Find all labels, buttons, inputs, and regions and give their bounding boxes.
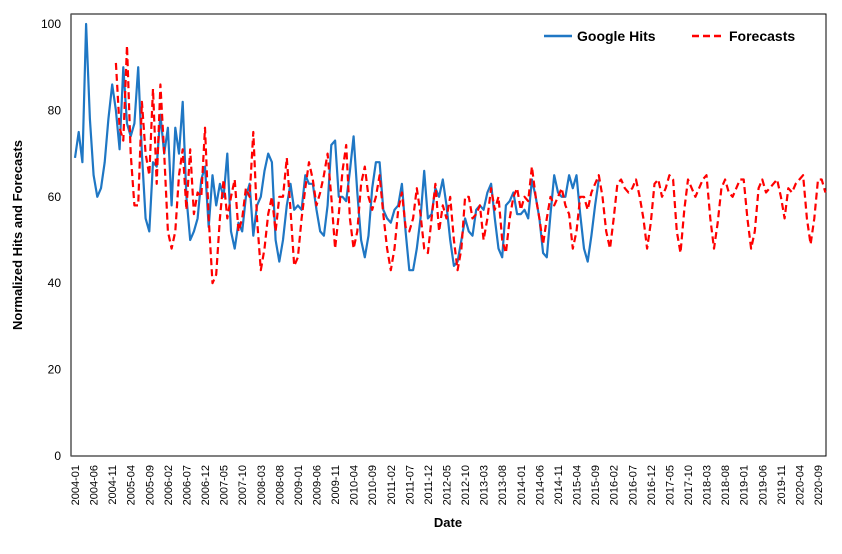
x-tick-label: 2008-08 — [274, 465, 286, 505]
y-axis-label: Normalized Hits and Forecasts — [10, 140, 25, 330]
x-tick-label: 2009-11 — [330, 465, 342, 505]
x-tick-label: 2010-09 — [367, 465, 379, 505]
x-tick-label: 2014-01 — [516, 465, 528, 505]
x-tick-label: 2012-10 — [460, 465, 472, 505]
x-tick-label: 2006-07 — [181, 465, 193, 505]
x-tick-label: 2007-05 — [219, 465, 231, 505]
x-tick-label: 2016-07 — [627, 465, 639, 505]
y-tick-label: 0 — [54, 449, 61, 463]
x-tick-label: 2013-03 — [479, 465, 491, 505]
x-tick-label: 2017-05 — [664, 465, 676, 505]
y-tick-label: 100 — [41, 17, 61, 31]
y-tick-label: 80 — [48, 103, 62, 117]
x-tick-label: 2006-02 — [163, 465, 175, 505]
y-tick-label: 60 — [48, 190, 62, 204]
x-tick-label: 2007-10 — [237, 465, 249, 505]
x-tick-label: 2020-04 — [794, 465, 806, 505]
x-tick-label: 2009-01 — [293, 465, 305, 505]
x-tick-label: 2011-02 — [386, 465, 398, 505]
x-tick-label: 2010-04 — [349, 465, 361, 505]
x-tick-label: 2018-03 — [702, 465, 714, 505]
x-tick-label: 2004-06 — [89, 465, 101, 505]
series-line-google-hits — [73, 22, 600, 272]
x-tick-label: 2015-09 — [590, 465, 602, 505]
x-tick-label: 2017-10 — [683, 465, 695, 505]
x-tick-label: 2004-11 — [107, 465, 119, 505]
series-line-forecasts — [114, 44, 827, 285]
x-tick-label: 2015-04 — [572, 465, 584, 505]
x-tick-label: 2009-06 — [311, 465, 323, 505]
y-tick-label: 40 — [48, 276, 62, 290]
x-tick-label: 2006-12 — [200, 465, 212, 505]
plot-frame — [70, 13, 827, 457]
legend-label-forecasts: Forecasts — [729, 28, 795, 44]
x-tick-label: 2018-08 — [720, 465, 732, 505]
x-tick-label: 2019-06 — [757, 465, 769, 505]
x-tick-label: 2019-11 — [776, 465, 788, 505]
x-tick-label: 2014-11 — [553, 465, 565, 505]
x-tick-label: 2004-01 — [70, 465, 82, 505]
x-tick-label: 2019-01 — [739, 465, 751, 505]
x-tick-label: 2005-09 — [144, 465, 156, 505]
legend-label-google-hits: Google Hits — [577, 28, 656, 44]
x-tick-label: 2011-07 — [404, 465, 416, 505]
x-axis-label: Date — [434, 515, 462, 530]
x-tick-label: 2020-09 — [813, 465, 825, 505]
legend: Google Hits Forecasts — [544, 28, 795, 44]
x-tick-label: 2016-12 — [646, 465, 658, 505]
x-tick-label: 2013-08 — [497, 465, 509, 505]
x-tick-label: 2008-03 — [256, 465, 268, 505]
y-tick-label: 20 — [48, 363, 62, 377]
x-tick-label: 2005-04 — [126, 465, 138, 505]
x-tick-label: 2014-06 — [534, 465, 546, 505]
x-tick-label: 2012-05 — [442, 465, 454, 505]
x-tick-label: 2016-02 — [609, 465, 621, 505]
x-tick-label: 2011-12 — [423, 465, 435, 505]
